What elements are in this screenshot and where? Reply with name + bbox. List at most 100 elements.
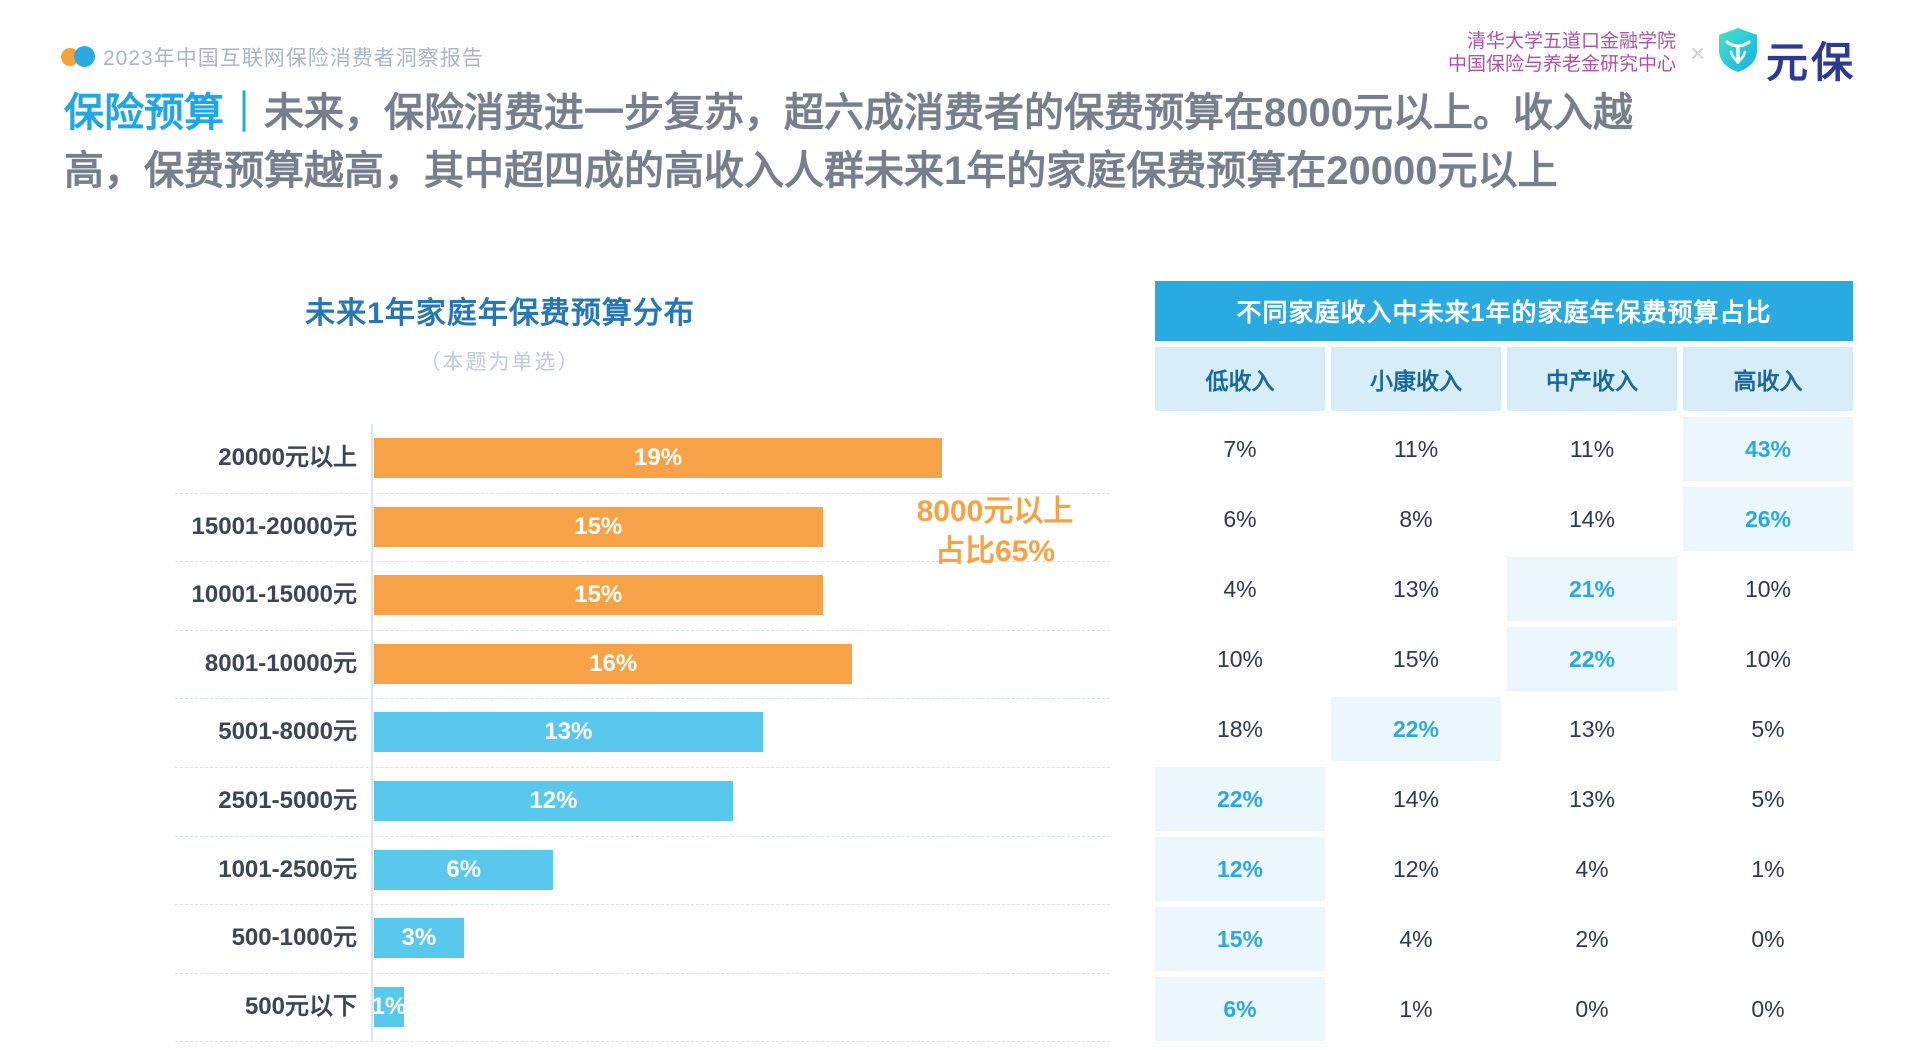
yuanbao-shield-icon bbox=[1719, 28, 1757, 72]
table-column-header: 高收入 bbox=[1683, 347, 1853, 411]
page-title: 保险预算｜未来，保险消费进一步复苏，超六成消费者的保费预算在8000元以上。收入… bbox=[64, 84, 1874, 200]
bar-row: 2501-5000元 12% bbox=[175, 767, 1110, 835]
table-body: 7% 11% 11% 43% 6% 8% 14% 26% 4% 13% 21% 10% 10% 15% 22… bbox=[1155, 417, 1853, 1041]
bar: 6% bbox=[374, 849, 554, 890]
bar-value-label: 13% bbox=[544, 718, 593, 746]
table-cell: 1% bbox=[1683, 837, 1853, 901]
table-cell: 14% bbox=[1331, 767, 1501, 831]
table-highlight-cell: 22% bbox=[1507, 627, 1677, 691]
bar-category-label: 5001-8000元 bbox=[218, 718, 357, 746]
institute-name: 清华大学五道口金融学院 中国保险与养老金研究中心 bbox=[1448, 30, 1676, 76]
bar-value-label: 15% bbox=[574, 581, 623, 609]
grid-line bbox=[175, 698, 1110, 700]
table-cell: 0% bbox=[1683, 907, 1853, 971]
chart-title: 未来1年家庭年保费预算分布 bbox=[305, 297, 695, 330]
bar: 16% bbox=[374, 643, 853, 684]
table-highlight-cell: 22% bbox=[1331, 697, 1501, 761]
table-cell: 10% bbox=[1683, 627, 1853, 691]
bar-row: 500元以下 1% bbox=[175, 973, 1110, 1041]
headline-separator: ｜ bbox=[224, 91, 264, 135]
bar-row: 1001-2500元 6% bbox=[175, 836, 1110, 904]
bar-category-label: 500元以下 bbox=[244, 992, 357, 1020]
bar: 15% bbox=[374, 575, 823, 616]
table-title: 不同家庭收入中未来1年的家庭年保费预算占比 bbox=[1155, 281, 1853, 341]
bar: 12% bbox=[374, 781, 733, 821]
bar-value-label: 19% bbox=[634, 444, 683, 471]
bar-category-label: 500-1000元 bbox=[231, 924, 357, 952]
grid-line bbox=[175, 492, 1110, 494]
bar-row: 5001-8000元 13% bbox=[175, 698, 1110, 766]
table-cell: 13% bbox=[1507, 767, 1677, 831]
chart-header: 未来1年家庭年保费预算分布 （本题为单选） bbox=[150, 288, 850, 376]
income-budget-table: 不同家庭收入中未来1年的家庭年保费预算占比 低收入 小康收入 中产收入 高收入 7% 1… bbox=[1155, 281, 1853, 1041]
bar: 3% bbox=[374, 918, 464, 959]
table-highlight-cell: 43% bbox=[1683, 417, 1853, 481]
bar-value-label: 1% bbox=[371, 992, 407, 1020]
table-column-header: 中产收入 bbox=[1507, 347, 1677, 411]
bar: 19% bbox=[374, 438, 943, 478]
table-cell: 8% bbox=[1331, 487, 1501, 551]
table-cell: 4% bbox=[1155, 557, 1325, 621]
bar-row: 500-1000元 3% bbox=[175, 904, 1110, 972]
table-cell: 10% bbox=[1155, 627, 1325, 691]
bar-category-label: 20000元以上 bbox=[218, 444, 357, 471]
grid-line bbox=[175, 1041, 1110, 1043]
table-cell: 0% bbox=[1683, 977, 1853, 1041]
table-cell: 4% bbox=[1507, 837, 1677, 901]
chart-annotation: 8000元以上 占比65% bbox=[890, 492, 1100, 572]
budget-bar-chart: 20000元以上 19% 15001-20000元 15% 10001-15000元 15… bbox=[175, 424, 1110, 1044]
report-title: 2023年中国互联网保险消费者洞察报告 bbox=[103, 47, 484, 70]
bar-row: 15001-20000元 15% bbox=[175, 493, 1110, 561]
table-column-header: 小康收入 bbox=[1331, 347, 1501, 411]
grid-line bbox=[175, 835, 1110, 837]
bar-value-label: 3% bbox=[401, 924, 437, 952]
table-cell: 5% bbox=[1683, 767, 1853, 831]
grid-line bbox=[175, 629, 1110, 631]
table-cell: 10% bbox=[1683, 557, 1853, 621]
bar-category-label: 10001-15000元 bbox=[191, 581, 357, 609]
table-cell: 2% bbox=[1507, 907, 1677, 971]
bar-row: 8001-10000元 16% bbox=[175, 630, 1110, 698]
table-highlight-cell: 15% bbox=[1155, 907, 1325, 971]
headline-line2: 高，保费预算越高，其中超四成的高收入人群未来1年的家庭保费预算在20000元以上 bbox=[64, 149, 1558, 193]
annotation-line2: 占比65% bbox=[934, 535, 1056, 568]
table-highlight-cell: 26% bbox=[1683, 487, 1853, 551]
brand-name: 元保 bbox=[1766, 39, 1857, 86]
table-highlight-cell: 6% bbox=[1155, 977, 1325, 1041]
table-column-header: 低收入 bbox=[1155, 347, 1325, 411]
table-cell: 11% bbox=[1507, 417, 1677, 481]
table-cell: 15% bbox=[1331, 627, 1501, 691]
table-cell: 12% bbox=[1331, 837, 1501, 901]
table-cell: 18% bbox=[1155, 697, 1325, 761]
bar: 1% bbox=[371, 986, 407, 1027]
headline-accent: 保险预算 bbox=[64, 91, 224, 135]
grid-line bbox=[175, 904, 1110, 906]
report-dots-logo bbox=[61, 45, 97, 69]
table-cell: 13% bbox=[1331, 557, 1501, 621]
table-cell: 0% bbox=[1507, 977, 1677, 1041]
table-cell: 7% bbox=[1155, 417, 1325, 481]
grid-line bbox=[175, 972, 1110, 974]
blue-dot-icon bbox=[74, 46, 95, 67]
table-header-row: 低收入 小康收入 中产收入 高收入 bbox=[1155, 347, 1853, 411]
headline-line1: 保险预算｜未来，保险消费进一步复苏，超六成消费者的保费预算在8000元以上。收入… bbox=[64, 84, 1874, 142]
table-cell: 11% bbox=[1331, 417, 1501, 481]
bar-row: 10001-15000元 15% bbox=[175, 561, 1110, 629]
table-highlight-cell: 21% bbox=[1507, 557, 1677, 621]
bar-category-label: 8001-10000元 bbox=[204, 649, 357, 677]
table-highlight-cell: 12% bbox=[1155, 837, 1325, 901]
bar-value-label: 15% bbox=[574, 512, 623, 540]
table-cell: 6% bbox=[1155, 487, 1325, 551]
y-axis-line bbox=[371, 424, 373, 1042]
bar-row: 20000元以上 19% bbox=[175, 424, 1110, 492]
grid-line bbox=[175, 767, 1110, 768]
table-cell: 13% bbox=[1507, 697, 1677, 761]
table-highlight-cell: 22% bbox=[1155, 767, 1325, 831]
annotation-line1: 8000元以上 bbox=[916, 495, 1074, 528]
table-cell: 14% bbox=[1507, 487, 1677, 551]
chart-subtitle: （本题为单选） bbox=[419, 351, 581, 374]
table-cell: 4% bbox=[1331, 907, 1501, 971]
bar-category-label: 15001-20000元 bbox=[191, 512, 357, 540]
table-cell: 5% bbox=[1683, 697, 1853, 761]
